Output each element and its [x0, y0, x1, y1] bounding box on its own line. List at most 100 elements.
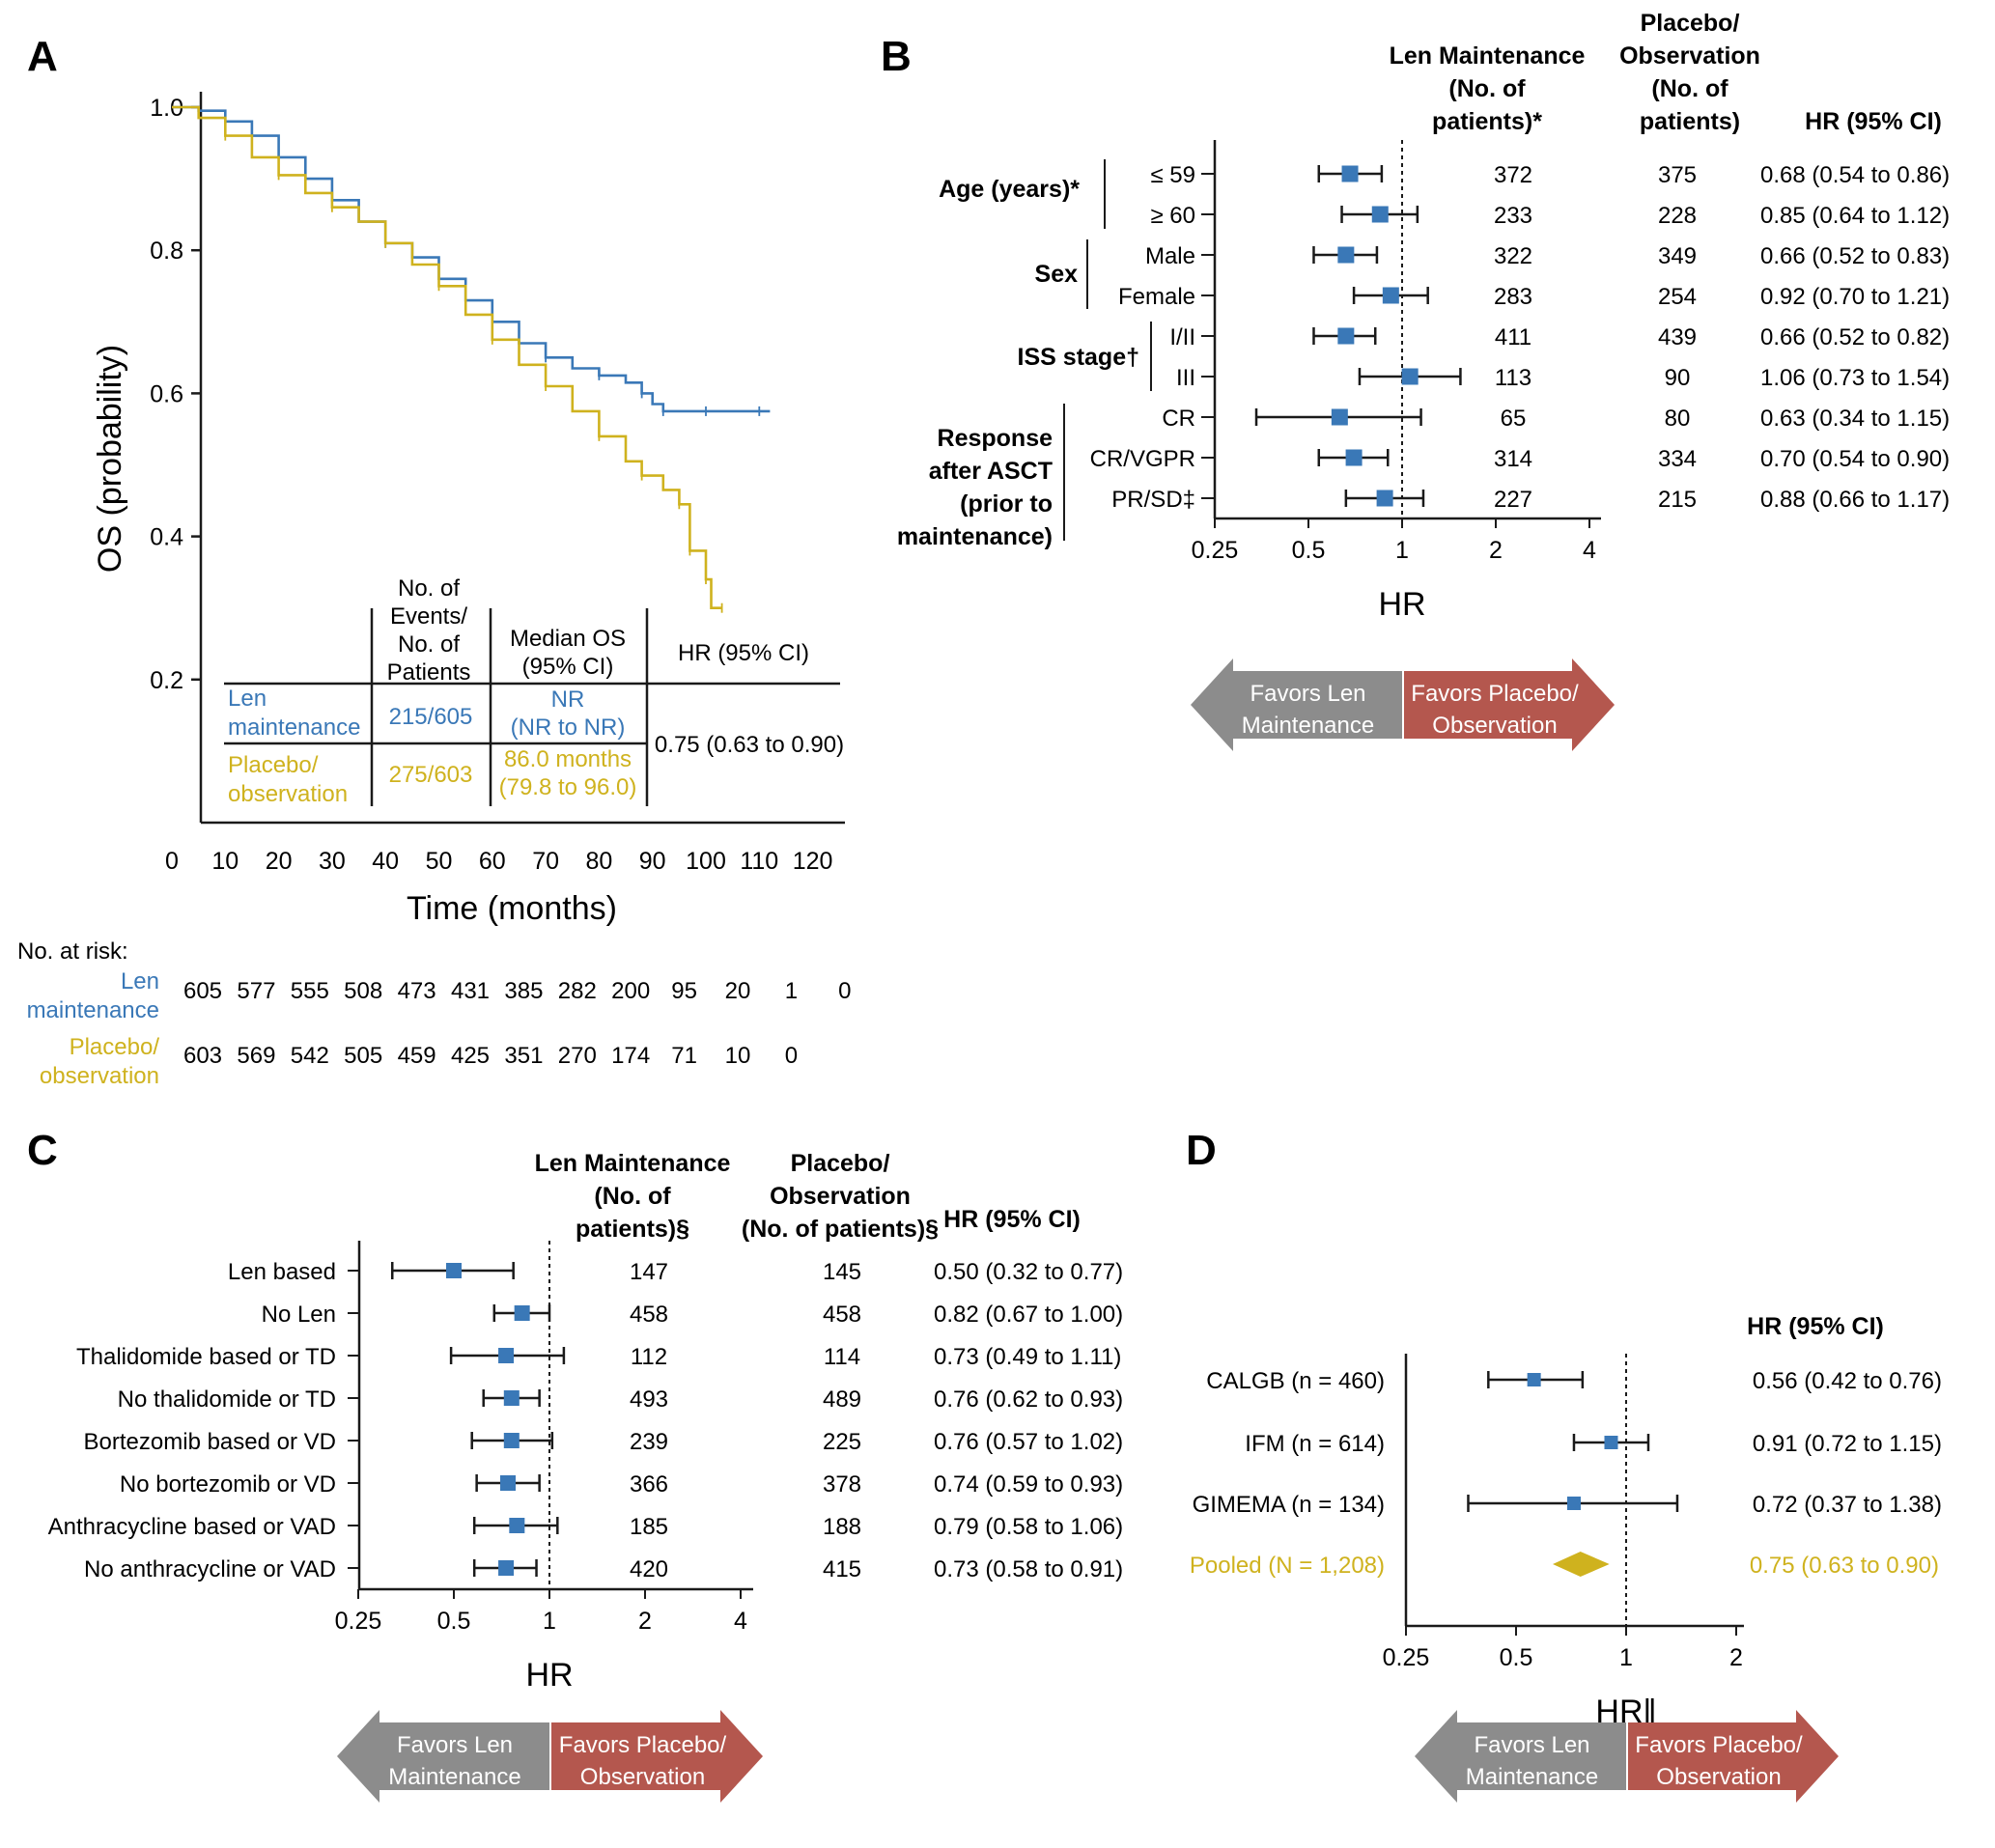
row-label: Female [1118, 284, 1195, 310]
len-count: 147 [630, 1259, 668, 1285]
group-label-age: Age (years)* [939, 176, 1080, 203]
hr-ci-header: HR (95% CI) [943, 1206, 1081, 1233]
x-tick-label: 2 [1489, 537, 1503, 564]
placebo-count: 80 [1665, 406, 1691, 432]
hr-ci-value: 0.50 (0.32 to 0.77) [934, 1259, 1123, 1285]
hr-point [1337, 327, 1355, 345]
hr-point [503, 1433, 520, 1448]
len-count: 239 [630, 1429, 668, 1455]
placebo-count: 254 [1658, 284, 1697, 310]
favors-placebo-label: Observation [580, 1764, 705, 1790]
pooled-hr-ci: 0.75 (0.63 to 0.90) [1750, 1553, 1939, 1579]
at-risk-len-label: Len [121, 968, 159, 994]
placebo-count: 90 [1665, 365, 1691, 391]
len-row-label: maintenance [228, 714, 360, 741]
placebo-count: 114 [824, 1344, 860, 1370]
at-risk-title: No. at risk: [17, 938, 128, 965]
x-tick-label: 110 [740, 848, 778, 875]
events-header: No. of [398, 631, 460, 658]
placebo-observation-curve [172, 105, 722, 609]
row-label: PR/SD‡ [1111, 487, 1195, 513]
at-risk-len-count: 473 [398, 978, 436, 1004]
placebo-count: 215 [1658, 487, 1697, 513]
x-tick-label: 120 [793, 848, 833, 875]
group-label-response: after ASCT [929, 458, 1053, 485]
row-label: ≥ 60 [1150, 203, 1195, 229]
placebo-count-header: Observation [1619, 42, 1760, 70]
placebo-count-header: patients) [1640, 108, 1740, 135]
hr-point [503, 1390, 520, 1406]
at-risk-len-count: 555 [291, 978, 329, 1004]
row-label: CR [1162, 406, 1195, 432]
y-axis-label: OS (probability) [92, 345, 128, 573]
hr-ci-value: 0.82 (0.67 to 1.00) [934, 1302, 1123, 1328]
placebo-events: 275/603 [389, 762, 473, 788]
panel-c-forest-plot: C Len Maintenance (No. of patients)§ Placebo… [27, 1127, 1123, 1803]
x-axis-label: HR [525, 1657, 573, 1694]
panel-label: A [27, 33, 58, 80]
x-axis-label: Time (months) [407, 890, 617, 927]
hr-ci-value: 0.66 (0.52 to 0.82) [1760, 324, 1950, 350]
hr-point [1341, 165, 1359, 182]
at-risk-placebo-count: 0 [785, 1043, 798, 1069]
panel-a-survival-curve: A0.20.40.60.81.00 10 20 30 40 50 60 70 80 90 100 11… [17, 33, 851, 1089]
favors-len-label: Maintenance [388, 1764, 520, 1790]
at-risk-len-count: 508 [344, 978, 382, 1004]
hr-point [1604, 1436, 1618, 1449]
placebo-count: 439 [1658, 324, 1697, 350]
placebo-count: 334 [1658, 446, 1697, 472]
y-tick-label: 0.6 [150, 380, 183, 407]
row-label: Thalidomide based or TD [76, 1344, 336, 1370]
x-tick-label: 0.5 [437, 1608, 471, 1635]
hr-point [498, 1560, 515, 1576]
hr-point [514, 1305, 530, 1321]
favors-placebo-label: Favors Placebo/ [559, 1732, 727, 1758]
len-count-header: Len Maintenance [1390, 42, 1586, 70]
x-tick-label: 90 [639, 848, 666, 875]
x-tick-label: 0.25 [1192, 537, 1239, 564]
len-count: 420 [630, 1556, 668, 1582]
placebo-count: 375 [1658, 162, 1697, 188]
len-count: 283 [1494, 284, 1532, 310]
placebo-count-header: Placebo/ [1641, 10, 1740, 37]
at-risk-len-label: maintenance [27, 997, 159, 1023]
x-tick-label: 80 [585, 848, 612, 875]
row-label: Male [1145, 243, 1195, 269]
x-tick-label: 0.25 [335, 1608, 382, 1635]
favors-len-label: Favors Len [397, 1732, 513, 1758]
events-header: Events/ [390, 603, 467, 630]
x-tick-label: 60 [479, 848, 506, 875]
hr-ci-value: 1.06 (0.73 to 1.54) [1760, 365, 1950, 391]
x-tick-label: 2 [1729, 1644, 1743, 1671]
hr-ci-value: 0.76 (0.57 to 1.02) [934, 1429, 1123, 1455]
hr-ci-value: 0.73 (0.49 to 1.11) [934, 1344, 1121, 1370]
y-tick-label: 0.4 [150, 524, 183, 551]
hr-ci-value: 0.70 (0.54 to 0.90) [1760, 446, 1950, 472]
hr-point [1331, 408, 1348, 426]
placebo-count: 225 [823, 1429, 861, 1455]
x-axis-label: HR [1378, 586, 1425, 623]
placebo-row-label: observation [228, 781, 348, 807]
favors-len-label: Favors Len [1250, 681, 1365, 707]
len-count: 322 [1494, 243, 1532, 269]
y-tick-label: 0.2 [150, 667, 183, 694]
x-tick-label: 1 [1619, 1644, 1633, 1671]
at-risk-len-count: 605 [183, 978, 222, 1004]
placebo-count-header: (No. of [1651, 75, 1728, 102]
len-events: 215/605 [389, 704, 473, 730]
placebo-count: 489 [823, 1386, 861, 1413]
at-risk-placebo-count: 270 [558, 1043, 597, 1069]
favors-placebo-arrow [1404, 658, 1615, 751]
hr-ci-value: 0.88 (0.66 to 1.17) [1760, 487, 1950, 513]
len-count: 227 [1494, 487, 1532, 513]
row-label: IFM (n = 614) [1245, 1431, 1385, 1457]
row-label: No anthracycline or VAD [84, 1556, 336, 1582]
panel-label: D [1186, 1127, 1217, 1174]
at-risk-placebo-count: 425 [451, 1043, 490, 1069]
hr-ci-value: 0.73 (0.58 to 0.91) [934, 1556, 1123, 1582]
favors-len-arrow [1415, 1710, 1626, 1803]
hr-point [1401, 368, 1419, 385]
group-label-iss: ISS stage† [1018, 344, 1139, 371]
at-risk-placebo-count: 174 [611, 1043, 650, 1069]
